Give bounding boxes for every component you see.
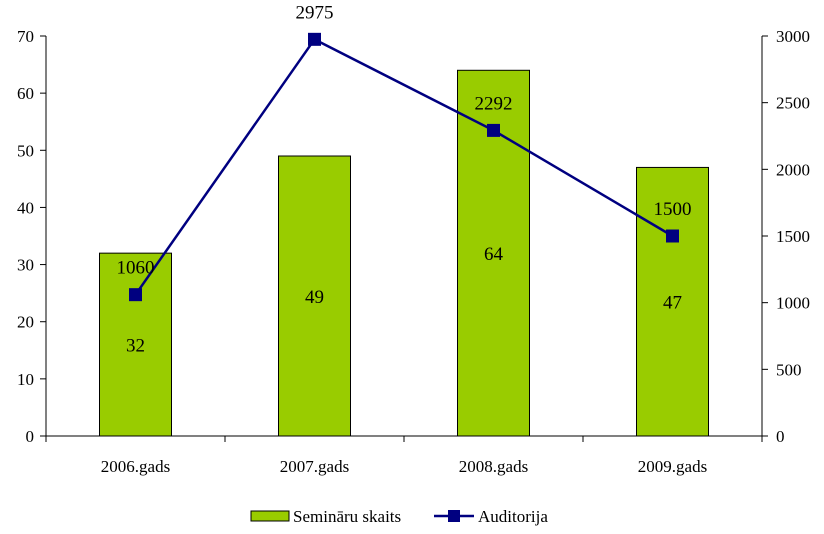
y-left-tick-label: 50 bbox=[17, 141, 34, 160]
y-right-tick-label: 500 bbox=[776, 360, 802, 379]
legend-swatch-marker bbox=[448, 510, 460, 522]
series-line bbox=[134, 37, 674, 296]
line-value-label: 1060 bbox=[117, 258, 155, 279]
y-right-tick-label: 1000 bbox=[776, 294, 810, 313]
line-point bbox=[487, 123, 500, 137]
x-tick-label: 2007.gads bbox=[280, 457, 349, 476]
y-left-tick-label: 40 bbox=[17, 198, 34, 217]
bar-value-label: 49 bbox=[305, 287, 324, 308]
line-value-label: 1500 bbox=[654, 199, 692, 220]
y-left-tick-label: 0 bbox=[26, 427, 35, 446]
y-left-tick-label: 30 bbox=[17, 256, 34, 275]
legend-swatch-bar bbox=[250, 510, 290, 522]
legend-label-line: Auditorija bbox=[478, 507, 548, 526]
line-point bbox=[129, 288, 142, 302]
bar-series bbox=[99, 69, 709, 437]
axes: 0 10 20 30 40 50 60 70 0 500 1000 1500 2000 2500 3000 2… bbox=[17, 27, 810, 476]
y-left-tick-label: 60 bbox=[17, 84, 34, 103]
y-right-tick-label: 3000 bbox=[776, 27, 810, 46]
line-value-label: 2292 bbox=[475, 93, 513, 114]
bar-value-label: 64 bbox=[484, 244, 504, 265]
y-right-tick-label: 2500 bbox=[776, 94, 810, 113]
y-right-tick-label: 0 bbox=[776, 427, 785, 446]
y-left-tick-label: 20 bbox=[17, 313, 34, 332]
x-tick-label: 2009.gads bbox=[638, 457, 707, 476]
bar bbox=[99, 252, 172, 437]
line-point bbox=[308, 32, 321, 46]
bar-value-label: 32 bbox=[126, 336, 145, 357]
y-right-tick-label: 1500 bbox=[776, 227, 810, 246]
bar bbox=[636, 166, 709, 437]
y-right-tick-label: 2000 bbox=[776, 160, 810, 179]
line-value-label: 2975 bbox=[296, 2, 334, 23]
y-left-tick-label: 70 bbox=[17, 27, 34, 46]
x-tick-label: 2008.gads bbox=[459, 457, 528, 476]
y-left-tick-label: 10 bbox=[17, 370, 34, 389]
x-tick-label: 2006.gads bbox=[101, 457, 170, 476]
line-point bbox=[666, 229, 679, 243]
bar bbox=[278, 155, 351, 437]
data-labels: 32 49 64 47 1060 2975 2292 1500 bbox=[117, 2, 692, 356]
legend-label-bar: Semināru skaits bbox=[293, 507, 401, 526]
line-series bbox=[129, 32, 679, 302]
legend: Semināru skaits Auditorija bbox=[250, 507, 548, 526]
bar-value-label: 47 bbox=[663, 293, 682, 314]
